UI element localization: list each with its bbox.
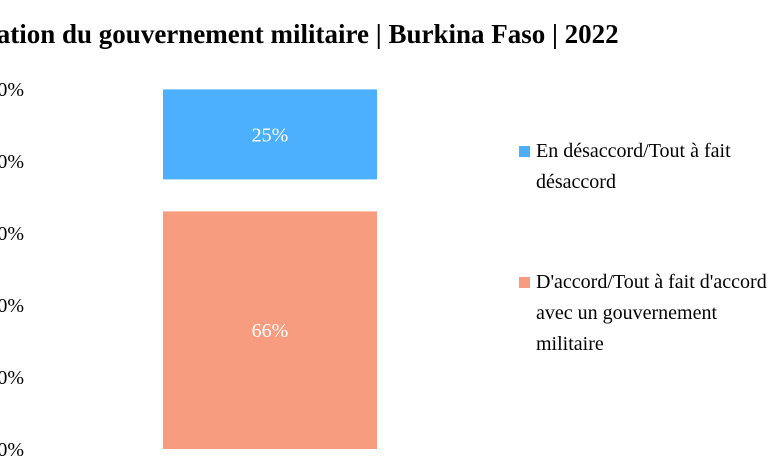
y-tick-label: 0% xyxy=(0,439,24,461)
legend-label: En désaccord/Tout à fait xyxy=(536,140,731,162)
bar-segment xyxy=(163,211,377,449)
bar-stack: 66% 25% xyxy=(163,89,377,449)
legend-swatch xyxy=(519,146,530,157)
data-label: 66% xyxy=(252,320,289,342)
bar-segment xyxy=(163,89,377,180)
legend-label: militaire xyxy=(536,333,604,355)
y-tick-label: 80% xyxy=(0,151,24,173)
legend-label: avec un gouvernement xyxy=(536,302,717,324)
legend-swatch xyxy=(519,277,530,288)
legend-label: D'accord/Tout à fait d'accord xyxy=(536,271,767,293)
y-tick-label: 60% xyxy=(0,223,24,245)
legend-label: désaccord xyxy=(536,171,616,193)
y-tick-label: 100% xyxy=(0,79,24,101)
legend-item: En désaccord/Tout à fait désaccord xyxy=(519,140,731,193)
data-label: 25% xyxy=(252,124,289,146)
y-axis: 0% 20% 40% 60% 80% 100% xyxy=(0,79,24,461)
y-tick-label: 20% xyxy=(0,367,24,389)
legend-item: D'accord/Tout à fait d'accord avec un gou… xyxy=(519,271,767,355)
y-tick-label: 40% xyxy=(0,295,24,317)
chart-title: Acceptation du gouvernement militaire | … xyxy=(0,19,619,49)
legend: En désaccord/Tout à fait désaccord D'accor… xyxy=(519,140,767,355)
